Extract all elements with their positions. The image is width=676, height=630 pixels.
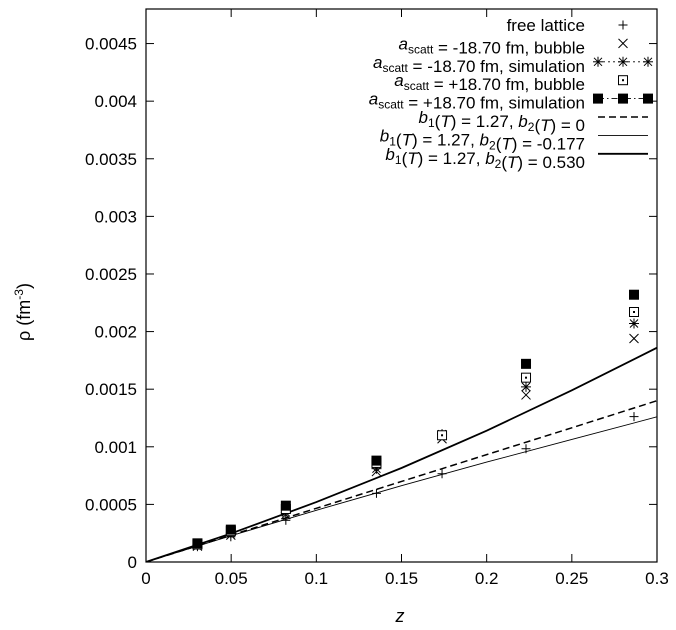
legend-entry: b1(T) = 1.27, b2(T) = 0.530 — [385, 145, 648, 172]
y-tick-label: 0.003 — [94, 207, 137, 226]
legend-marker-sample — [618, 20, 628, 30]
legend-entry: b1(T) = 1.27, b2(T) = -0.177 — [380, 126, 648, 153]
y-tick-label: 0.002 — [94, 323, 137, 342]
legend-entry: free lattice — [507, 16, 628, 35]
markers-layer — [192, 289, 640, 552]
series-7-curve — [146, 346, 657, 562]
legend-entry: ascatt = +18.70 fm, simulation — [369, 90, 653, 113]
y-tick-label: 0.004 — [94, 92, 137, 111]
series-4-point — [629, 289, 640, 300]
series-4-point — [280, 500, 291, 511]
legend-marker-sample — [618, 93, 628, 104]
series-2-point — [629, 318, 640, 329]
y-tick-label: 0.0015 — [85, 380, 137, 399]
legend-label: ascatt = +18.70 fm, bubble — [394, 71, 585, 94]
series-2-point — [521, 381, 532, 392]
y-tick-label: 0.0025 — [85, 265, 137, 284]
x-tick-label: 0.1 — [305, 569, 329, 588]
x-tick-label: 0.3 — [645, 569, 669, 588]
legend-label: b1(T) = 1.27, b2(T) = -0.177 — [380, 126, 585, 153]
legend-label: ascatt = -18.70 fm, bubble — [399, 34, 586, 57]
legend-entry: ascatt = +18.70 fm, bubble — [394, 71, 628, 94]
axis-ticks: 0 0.05 0.1 0.15 0.2 0.25 0.3 0 0.0005 0.001 0.0015… — [85, 9, 669, 588]
legend-label: free lattice — [507, 16, 585, 35]
series-1-point — [521, 390, 531, 400]
y-tick-label: 0.001 — [94, 438, 137, 457]
legend-label: b1(T) = 1.27, b2(T) = 0.530 — [385, 145, 585, 172]
legend-marker-sample — [618, 56, 628, 67]
y-tick-label: 0 — [128, 553, 137, 572]
x-tick-label: 0.2 — [475, 569, 499, 588]
legend-marker-sample — [618, 75, 628, 86]
legend-entry: ascatt = -18.70 fm, bubble — [399, 34, 628, 57]
y-axis-label-exponent: -3 — [12, 289, 26, 300]
y-axis-label-main: ρ (fm — [14, 300, 34, 341]
series-0-point — [371, 488, 381, 498]
legend-marker-sample — [593, 93, 603, 104]
legend-label: ascatt = +18.70 fm, simulation — [369, 90, 585, 113]
x-tick-label: 0.15 — [385, 569, 418, 588]
y-axis-label-close: ) — [14, 283, 34, 289]
series-4-point — [521, 358, 532, 369]
legend-marker-sample — [643, 56, 653, 67]
series-1-point — [629, 333, 639, 344]
series-0-point — [437, 469, 447, 479]
legend-entry: ascatt = -18.70 fm, simulation — [373, 53, 653, 76]
y-tick-label: 0.0005 — [85, 495, 137, 514]
x-tick-label: 0.25 — [555, 569, 588, 588]
legend-marker-sample — [618, 38, 628, 49]
series-4-point — [192, 538, 203, 549]
legend-entry: b1(T) = 1.27, b2(T) = 0 — [418, 108, 648, 135]
series-0-point — [629, 412, 639, 422]
y-axis-label: ρ (fm-3) — [12, 283, 34, 341]
legend-label: b1(T) = 1.27, b2(T) = 0 — [418, 108, 585, 135]
x-tick-label: 0 — [141, 569, 150, 588]
series-4-point — [371, 455, 382, 466]
curves-layer — [146, 346, 657, 562]
series-5-curve — [146, 399, 657, 562]
series-3-point — [629, 306, 640, 317]
series-0-point — [521, 444, 531, 454]
series-6-curve — [146, 416, 657, 562]
series-3-point — [521, 372, 532, 383]
series-3-point — [437, 430, 448, 441]
x-axis-label: z — [395, 606, 405, 626]
y-tick-label: 0.0035 — [85, 150, 137, 169]
series-4-point — [225, 524, 236, 535]
legend-marker-sample — [643, 93, 653, 104]
x-tick-label: 0.05 — [215, 569, 248, 588]
legend-marker-sample — [593, 56, 603, 67]
legend-label: ascatt = -18.70 fm, simulation — [373, 53, 585, 76]
y-tick-label: 0.0045 — [85, 35, 137, 54]
